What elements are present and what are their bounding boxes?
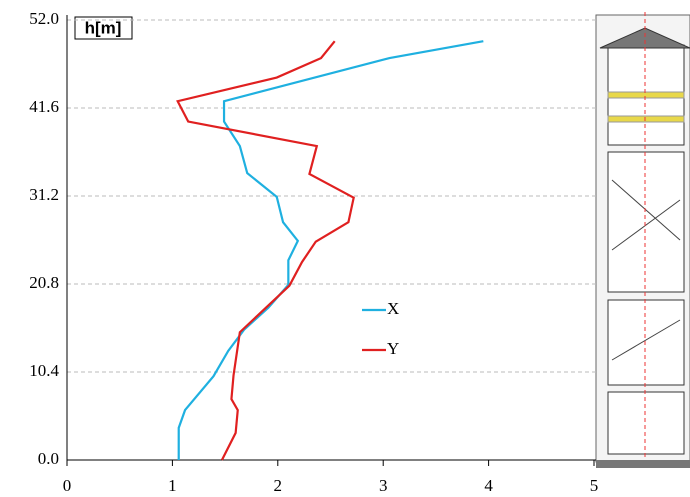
y-tick-label: 31.2 (29, 185, 59, 204)
x-tick-label: 4 (484, 476, 493, 495)
x-tick-label: 0 (63, 476, 72, 495)
y-label-box (74, 16, 133, 40)
data-line (177, 40, 484, 460)
x-tick-label: 5 (590, 476, 599, 495)
x-tick-label: 1 (168, 476, 177, 495)
legend-label: Y (387, 339, 399, 358)
data-line (176, 40, 355, 461)
legend-label: X (387, 299, 399, 318)
y-tick-label: 41.6 (29, 97, 59, 116)
x-tick-label: 2 (274, 476, 283, 495)
y-axis-label: h[m] (85, 18, 122, 37)
y-tick-label: 52.0 (29, 9, 59, 28)
x-tick-label: 3 (379, 476, 388, 495)
y-tick-label: 10.4 (29, 361, 59, 380)
y-tick-label: 0.0 (38, 449, 59, 468)
building-drawing (595, 12, 690, 468)
y-tick-label: 20.8 (29, 273, 59, 292)
